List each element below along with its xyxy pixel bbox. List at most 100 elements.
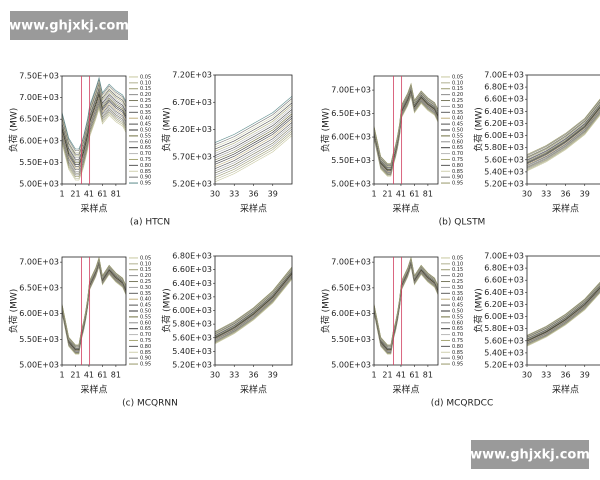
x-tick-label: 41 — [396, 371, 406, 380]
quantile-line — [527, 108, 600, 165]
y-tick-label: 5.00E+03 — [331, 180, 371, 189]
quantile-line — [215, 119, 292, 167]
x-tick-label: 1 — [371, 371, 376, 380]
panel-caption: (c) MCQRNN — [122, 399, 178, 409]
y-tick-label: 5.00E+03 — [19, 180, 59, 189]
y-tick-label: 6.00E+03 — [19, 136, 59, 145]
quantile-line — [527, 281, 600, 336]
quantile-line — [215, 122, 292, 170]
x-tick-label: 81 — [111, 190, 121, 199]
plot-frame — [373, 256, 439, 366]
x-tick-label: 36 — [248, 371, 258, 380]
quantile-line — [215, 272, 292, 338]
y-tick-label: 5.20E+03 — [484, 361, 524, 370]
quantile-line — [215, 95, 292, 143]
panel-caption: (b) QLSTM — [439, 218, 486, 228]
x-tick-label: 41 — [84, 190, 94, 199]
quantile-line — [215, 277, 292, 343]
x-tick-label: 36 — [248, 190, 258, 199]
legend-label: 0.75 — [140, 338, 151, 344]
y-tick-label: 6.60E+03 — [484, 276, 524, 285]
quantile-line — [527, 99, 600, 156]
quantile-line — [215, 104, 292, 152]
quantile-line — [215, 267, 292, 334]
legend-label: 0.85 — [452, 350, 463, 356]
y-tick-label: 5.20E+03 — [172, 361, 212, 370]
y-tick-label: 7.00E+03 — [484, 71, 524, 80]
y-tick-label: 5.50E+03 — [331, 335, 371, 344]
quantile-line — [215, 270, 292, 337]
legend-label: 0.10 — [452, 80, 463, 86]
legend-label: 0.05 — [452, 255, 463, 261]
quantile-line — [527, 287, 600, 342]
x-tick-label: 30 — [522, 371, 532, 380]
y-axis-label: 负荷 (MW) — [8, 108, 20, 153]
legend-label: 0.60 — [452, 320, 463, 326]
y-tick-label: 5.80E+03 — [172, 320, 212, 329]
legend-label: 0.20 — [452, 92, 463, 98]
quantile-line — [527, 284, 600, 339]
quantile-line — [215, 278, 292, 345]
quantile-line — [215, 275, 292, 341]
panel-caption: (a) HTCN — [130, 218, 170, 228]
x-tick-label: 1 — [59, 190, 64, 199]
x-tick-label: 61 — [409, 190, 419, 199]
x-tick-label: 33 — [229, 371, 239, 380]
x-tick-label: 39 — [580, 371, 590, 380]
y-tick-label: 5.50E+03 — [19, 335, 59, 344]
y-tick-label: 6.50E+03 — [19, 283, 59, 292]
legend-label: 0.15 — [452, 86, 463, 92]
quantile-line — [527, 290, 600, 345]
quantile-line — [215, 102, 292, 150]
y-tick-label: 6.80E+03 — [484, 264, 524, 273]
x-tick-label: 39 — [268, 190, 278, 199]
legend-label: 0.45 — [452, 122, 463, 128]
x-axis-label: 采样点 — [240, 384, 267, 396]
quantile-line — [527, 102, 600, 159]
x-tick-label: 41 — [396, 190, 406, 199]
legend-label: 0.15 — [452, 267, 463, 273]
legend-label: 0.40 — [452, 116, 463, 122]
legend-label: 0.90 — [140, 175, 151, 181]
quantile-line — [215, 106, 292, 154]
legend-label: 0.50 — [140, 128, 151, 134]
legend-label: 0.85 — [140, 169, 151, 175]
y-tick-label: 6.00E+03 — [331, 309, 371, 318]
y-tick-label: 5.40E+03 — [484, 348, 524, 357]
quantile-line — [527, 289, 600, 343]
quantile-line — [215, 278, 292, 344]
legend-label: 0.20 — [140, 273, 151, 279]
y-tick-label: 6.60E+03 — [172, 265, 212, 274]
legend-label: 0.80 — [140, 344, 151, 350]
quantile-line — [215, 126, 292, 174]
legend-label: 0.70 — [140, 151, 151, 157]
quantile-line — [215, 271, 292, 337]
legend-label: 0.65 — [452, 145, 463, 151]
y-axis-label: 负荷 (MW) — [473, 107, 485, 152]
panel-caption: (d) MCQRDCC — [431, 399, 493, 409]
y-axis-label: 负荷 (MW) — [320, 108, 332, 153]
x-tick-label: 39 — [268, 371, 278, 380]
legend-label: 0.50 — [452, 128, 463, 134]
quantile-line — [527, 282, 600, 337]
legend-label: 0.85 — [140, 350, 151, 356]
y-tick-label: 6.20E+03 — [172, 125, 212, 134]
y-tick-label: 6.50E+03 — [331, 109, 371, 118]
quantile-line — [215, 274, 292, 341]
quantile-line — [374, 257, 438, 346]
y-tick-label: 6.40E+03 — [172, 279, 212, 288]
legend-label: 0.55 — [140, 314, 151, 320]
x-axis-label: 采样点 — [80, 384, 107, 396]
y-tick-label: 6.50E+03 — [331, 283, 371, 292]
quantile-line — [527, 283, 600, 338]
quantile-line — [215, 100, 292, 148]
y-axis-label: 负荷 (MW) — [161, 288, 173, 333]
y-axis-label: 负荷 (MW) — [320, 289, 332, 334]
quantile-line — [527, 109, 600, 166]
y-tick-label: 5.80E+03 — [484, 143, 524, 152]
x-tick-label: 21 — [382, 371, 392, 380]
quantile-line — [215, 267, 292, 333]
legend-label: 0.20 — [140, 92, 151, 98]
y-tick-label: 6.20E+03 — [484, 119, 524, 128]
legend-label: 0.40 — [140, 116, 151, 122]
